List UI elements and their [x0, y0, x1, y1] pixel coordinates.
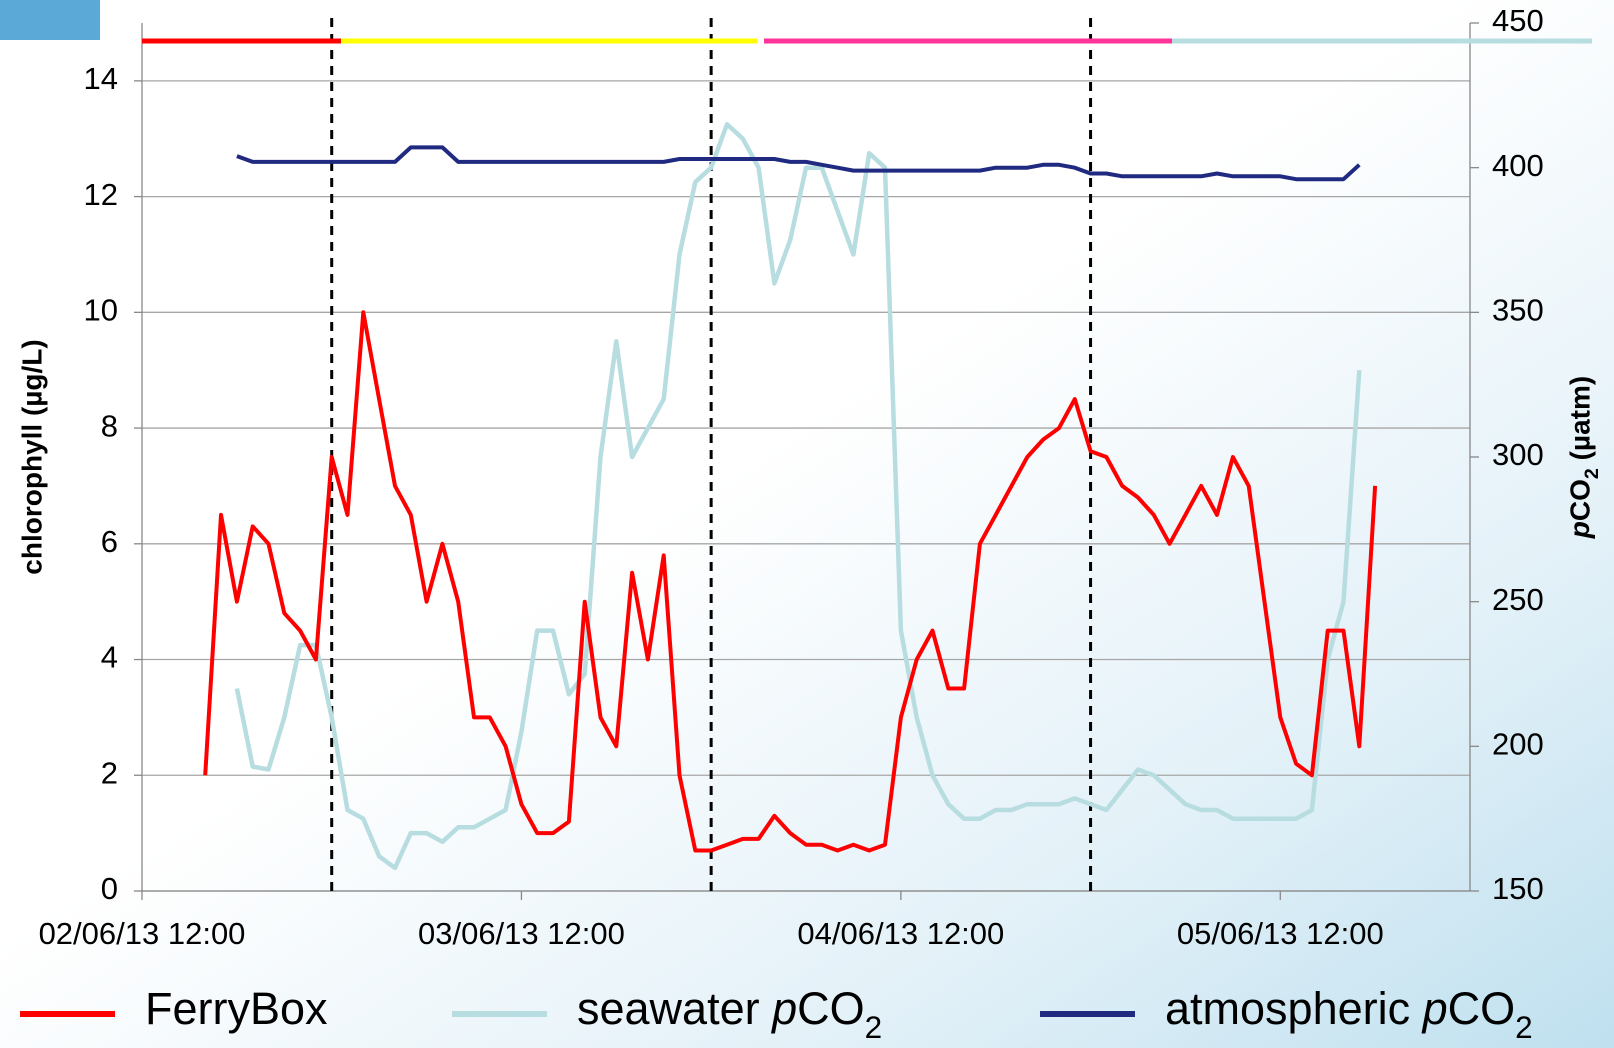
- y2-tick-label: 250: [1492, 582, 1544, 617]
- y2-tick-label: 450: [1492, 3, 1544, 38]
- y2-tick-label: 400: [1492, 148, 1544, 183]
- x-tick-label: 03/06/13 12:00: [418, 916, 625, 951]
- corner-image: [0, 0, 100, 40]
- y-tick-label: 6: [101, 524, 118, 559]
- series-line: [236, 145, 1361, 182]
- y-tick-label: 12: [84, 177, 118, 212]
- x-tick-label: 04/06/13 12:00: [797, 916, 1004, 951]
- y-tick-label: 0: [101, 871, 118, 906]
- y2-tick-label: 200: [1492, 727, 1544, 762]
- series-line: [234, 122, 1362, 871]
- y-tick-label: 8: [101, 408, 118, 443]
- series-line: [203, 310, 1378, 853]
- y2-tick-label: 300: [1492, 437, 1544, 472]
- x-tick-label: 02/06/13 12:00: [39, 916, 246, 951]
- legend-label: FerryBox: [145, 983, 328, 1034]
- y-tick-label: 10: [84, 293, 118, 328]
- x-tick-label: 05/06/13 12:00: [1177, 916, 1384, 951]
- y-tick-label: 2: [101, 755, 118, 790]
- y-axis-title: chlorophyll (µg/L): [16, 339, 47, 574]
- y-tick-label: 4: [101, 640, 118, 675]
- y2-tick-label: 350: [1492, 293, 1544, 328]
- plot-area: 0 2 4 6 8 10 12 14 150 200 250 300 350 400 450 02/06/13…: [39, 3, 1544, 951]
- y-tick-label: 14: [84, 61, 118, 96]
- y2-tick-label: 150: [1492, 871, 1544, 906]
